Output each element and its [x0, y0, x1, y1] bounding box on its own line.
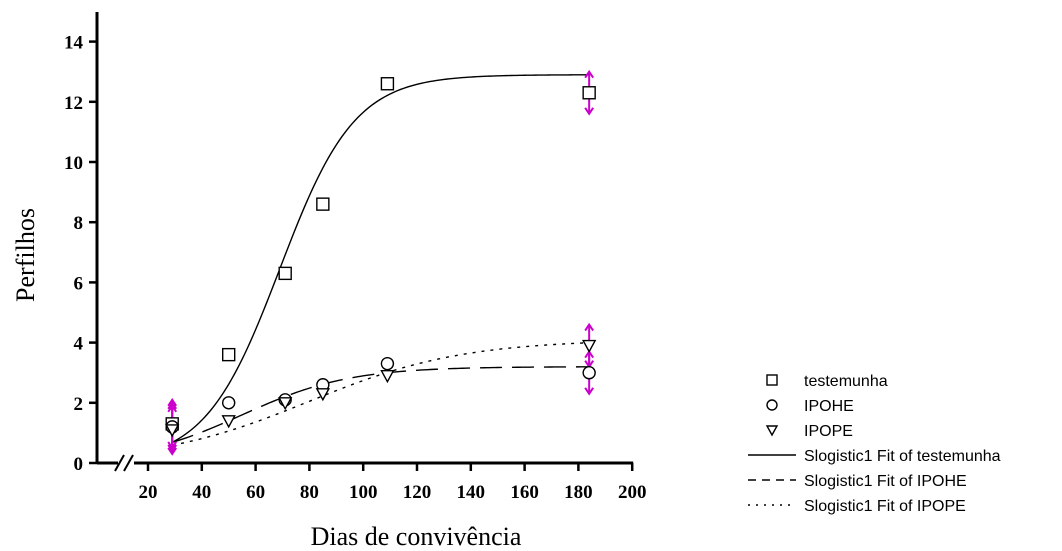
axes [89, 12, 634, 472]
x-tick-label: 180 [564, 482, 593, 503]
data-point-triangle-down [315, 388, 331, 402]
axis-break-mark [123, 454, 134, 472]
data-point-circle [380, 356, 395, 371]
data-point-square [380, 77, 395, 91]
legend-symbol-triangle-down [765, 425, 779, 437]
y-tick-label: 2 [74, 394, 84, 415]
x-tick-label: 200 [618, 482, 647, 503]
error-bars [167, 69, 594, 456]
error-bar-cap [167, 397, 178, 407]
data-point-circle [221, 396, 236, 410]
y-tick-label: 10 [64, 153, 83, 174]
y-tick-label: 6 [74, 273, 84, 294]
y-tick-label: 4 [74, 334, 84, 355]
x-axis-title: Dias de convivência [311, 522, 522, 551]
legend-label: Slogistic1 Fit of testemunha [804, 448, 1001, 465]
data-point-triangle-down [278, 397, 293, 411]
data-point-square [582, 86, 596, 100]
x-tick-label: 80 [300, 482, 319, 503]
error-bar-cap [584, 107, 594, 116]
error-bar-cap [167, 447, 178, 456]
fit-lines [171, 74, 590, 446]
legend-label: testemunha [804, 373, 888, 390]
x-tick-label: 140 [457, 482, 486, 503]
legend-label: IPOPE [804, 423, 853, 440]
error-bar-cap [584, 69, 594, 79]
tick-labels: 20 40 60 80 100 120 140 160 180 200 0 2 4 6 8 10 12 14 [64, 33, 646, 503]
x-tick-label: 100 [349, 482, 378, 503]
axis-break-mark [114, 454, 125, 472]
y-tick-label: 8 [74, 213, 84, 234]
x-tick-label: 20 [139, 482, 158, 503]
error-bar-cap [584, 387, 594, 396]
legend-label: IPOHE [804, 398, 854, 415]
data-point-triangle-down [581, 339, 597, 354]
error-bar-cap [584, 322, 594, 332]
data-point-square [221, 347, 236, 362]
y-tick-label: 12 [64, 93, 83, 114]
y-tick-label: 0 [74, 454, 84, 475]
x-tick-label: 120 [403, 482, 432, 503]
error-bar-cap [167, 404, 178, 413]
y-tick-label: 14 [64, 33, 84, 54]
x-tick-label: 60 [246, 482, 265, 503]
data-point-square [278, 266, 292, 281]
legend-symbol-circle [766, 399, 778, 411]
legend: testemunha IPOHE IPOPE Slogistic1 Fit of te… [748, 373, 1001, 515]
legend-label: Slogistic1 Fit of IPOHE [804, 473, 967, 490]
legend-label: Slogistic1 Fit of IPOPE [804, 498, 966, 515]
x-tick-label: 40 [192, 482, 211, 503]
y-axis-title: Perfilhos [11, 208, 40, 302]
data-point-square [316, 197, 330, 211]
x-tick-label: 160 [510, 482, 539, 503]
data-point-triangle-down [165, 424, 180, 438]
data-markers [165, 77, 597, 438]
fit-line-1 [172, 366, 590, 444]
data-point-triangle-down [380, 370, 395, 384]
error-bar-cap [167, 400, 178, 410]
legend-symbol-square [766, 374, 778, 386]
fit-line-2 [172, 342, 590, 446]
data-point-triangle-down [221, 415, 236, 429]
data-point-circle [582, 366, 596, 380]
fit-line-0 [171, 74, 590, 443]
